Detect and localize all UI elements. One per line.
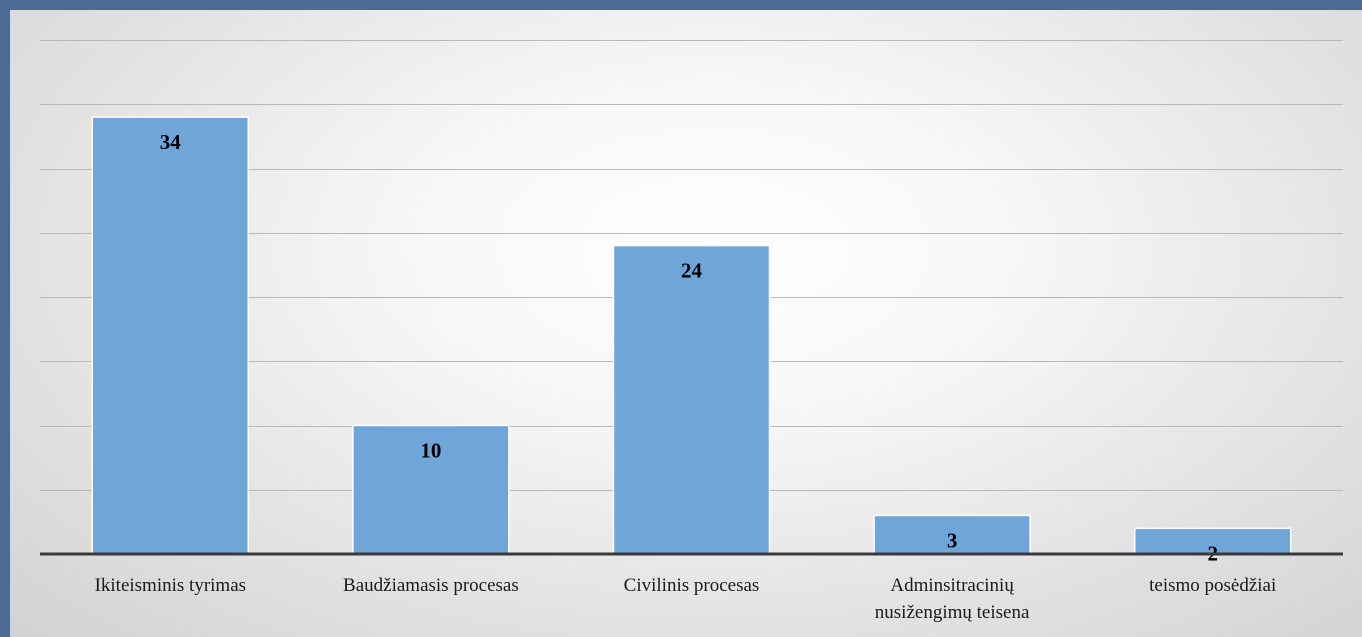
data-label: 10 (420, 439, 441, 463)
data-label: 24 (681, 259, 703, 283)
bar-chart: 34102432Ikiteisminis tyrimasBaudžiamasis… (40, 40, 1343, 623)
data-label: 34 (160, 130, 182, 154)
chart-area: 34102432Ikiteisminis tyrimasBaudžiamasis… (10, 10, 1362, 637)
bar (352, 424, 510, 555)
x-tick-label: teismo posėdžiai (1149, 575, 1276, 596)
x-tick-label: Ikiteisminis tyrimas (95, 575, 246, 596)
x-tick-label: Civilinis procesas (624, 575, 760, 596)
bar (612, 244, 771, 555)
bar (1133, 527, 1292, 555)
data-label: 3 (947, 528, 958, 552)
x-tick-label: Adminsitracinių nusižengimų teisena (875, 575, 1030, 623)
x-tick-label: Baudžiamasis procesas (343, 575, 519, 596)
bar (91, 116, 250, 555)
